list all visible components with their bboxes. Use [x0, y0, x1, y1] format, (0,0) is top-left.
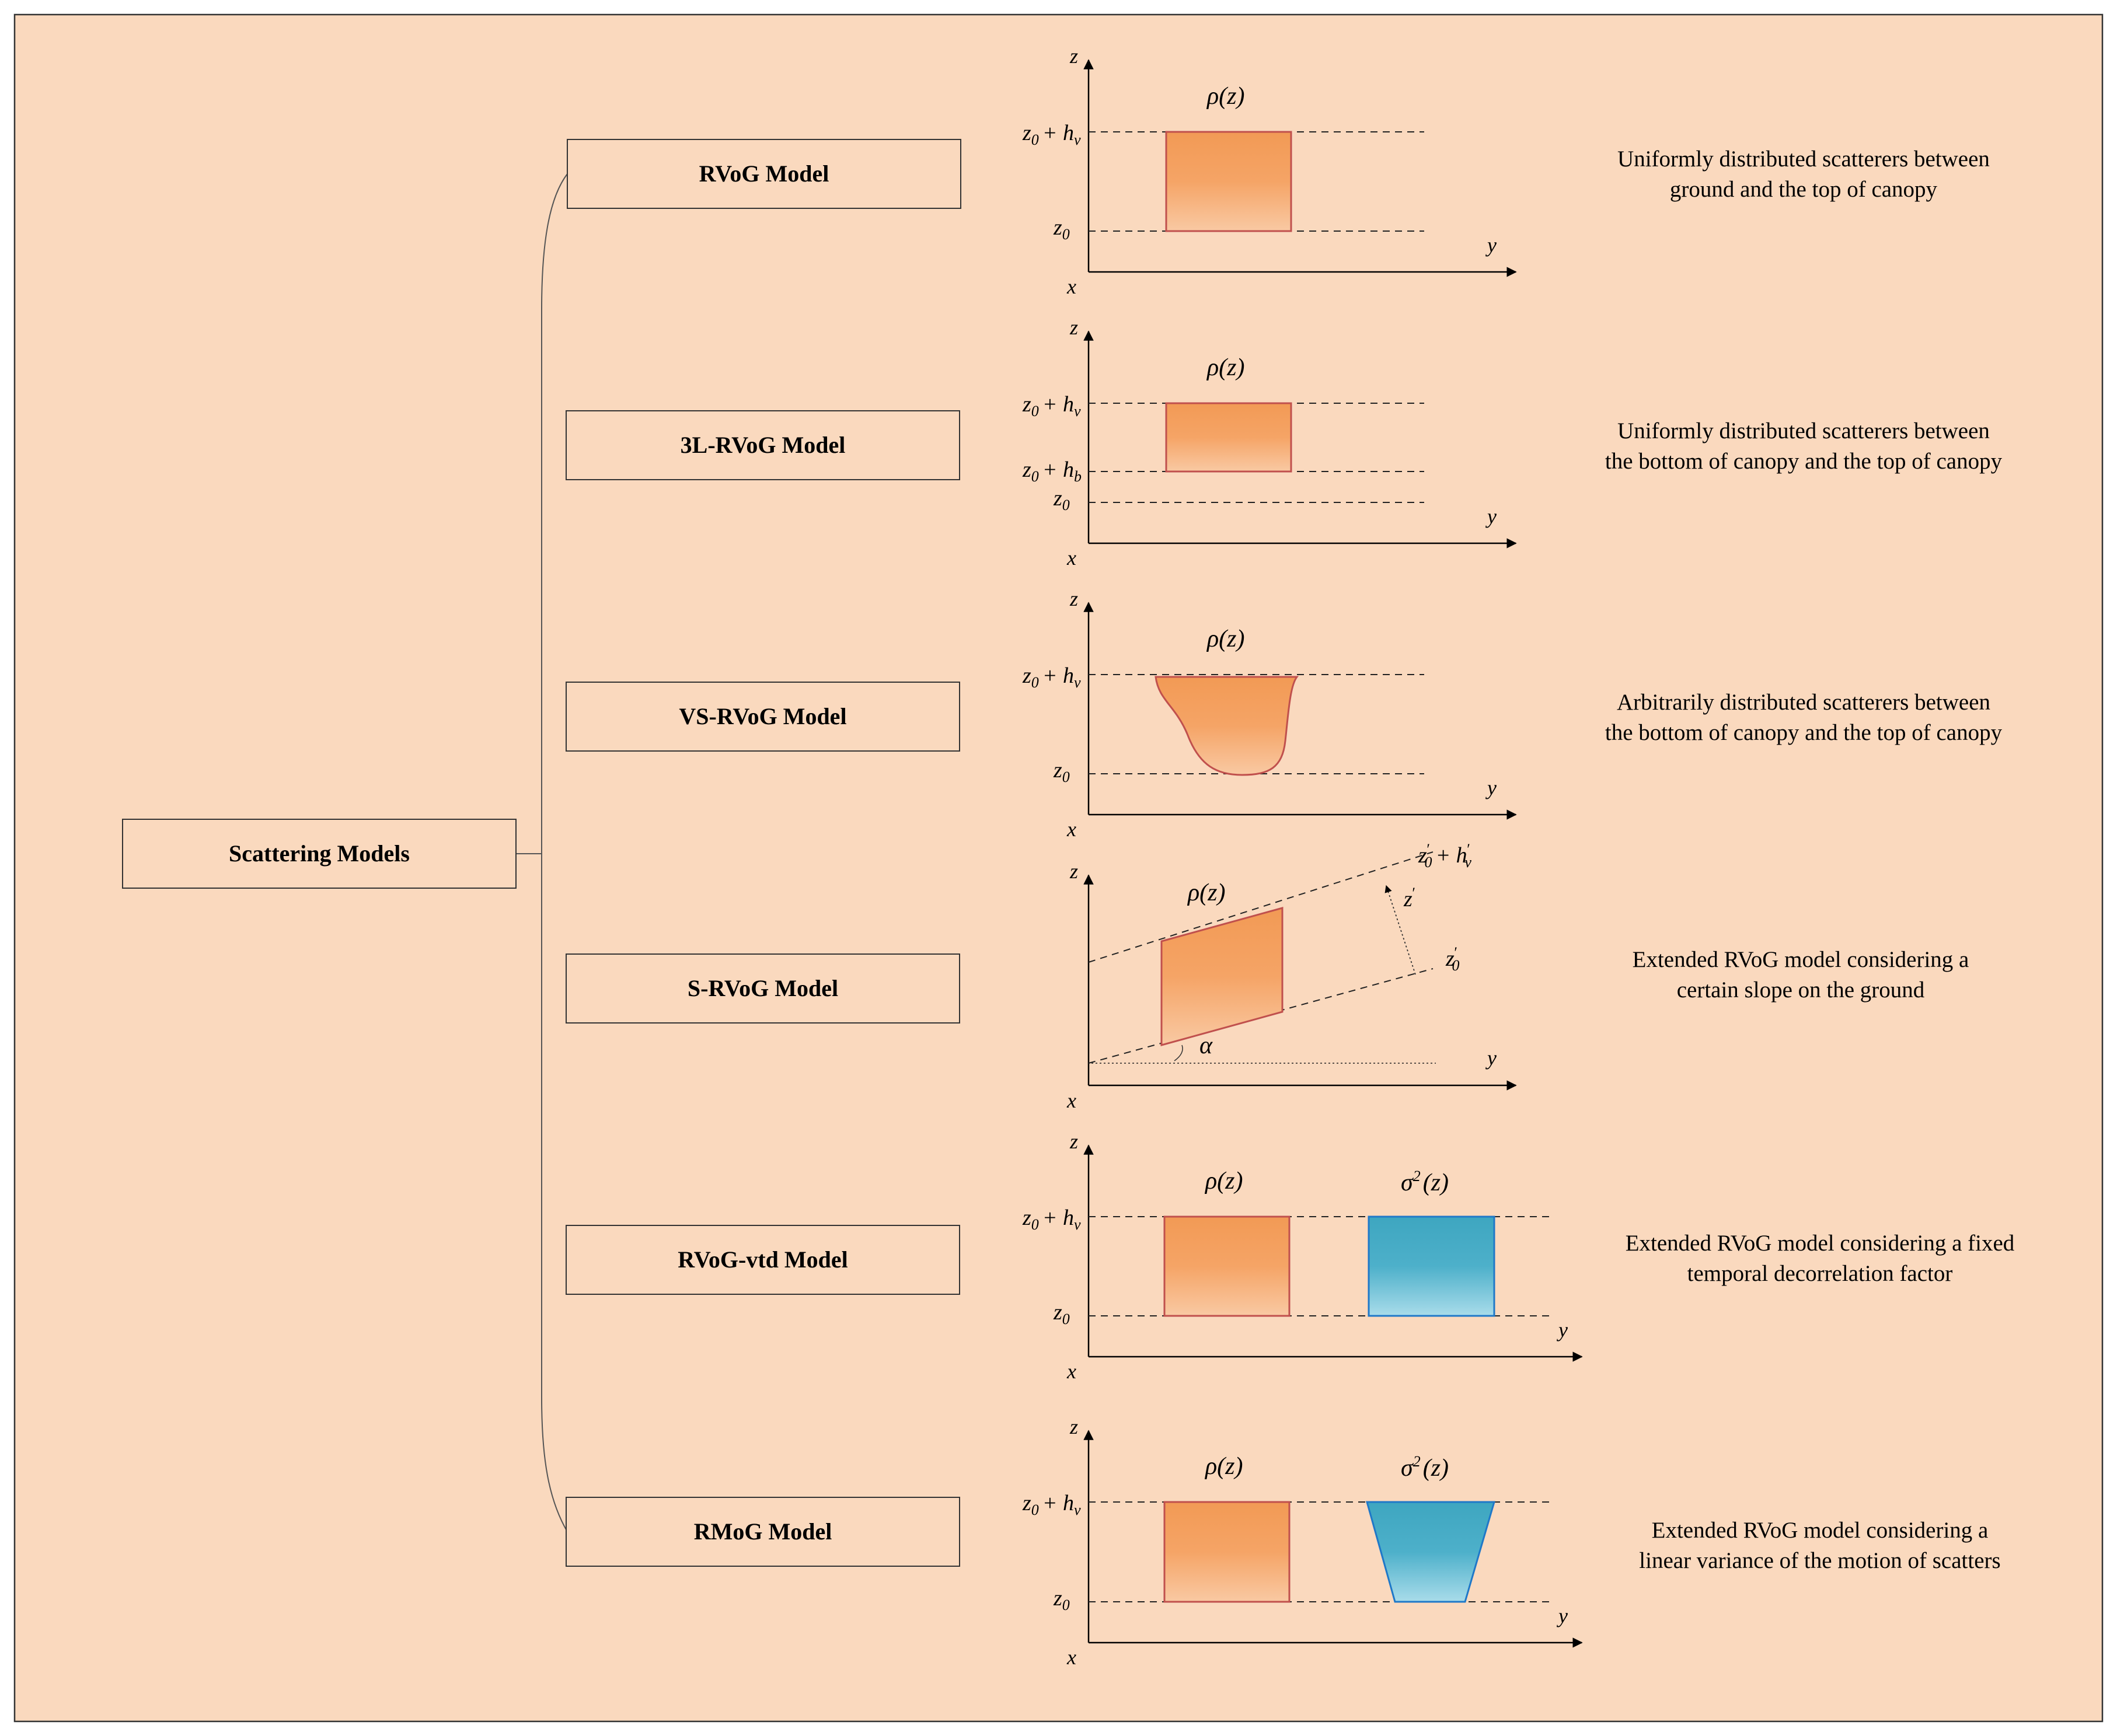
- description-line: the bottom of canopy and the top of cano…: [1605, 449, 2003, 474]
- rotated-z-axis-label: z′: [1403, 885, 1415, 911]
- variance-profile-fixed: [1368, 1215, 1495, 1317]
- x-axis-label: x: [1066, 1646, 1076, 1669]
- root-label: Scattering Models: [229, 840, 410, 867]
- sigma-label: σ2(z): [1401, 1168, 1449, 1196]
- model-node-vs-rvog[interactable]: VS-RVoG Model: [566, 682, 960, 752]
- canopy-top-label: z0 + hv: [1022, 1491, 1081, 1518]
- model-node-rmog[interactable]: RMoG Model: [566, 1497, 960, 1567]
- y-axis-label: y: [1557, 1318, 1568, 1342]
- description-line: linear variance of the motion of scatter…: [1639, 1548, 2000, 1573]
- ground-level-label: z0: [1053, 758, 1070, 785]
- y-axis-label: y: [1557, 1604, 1568, 1627]
- y-axis-label: y: [1485, 1046, 1497, 1070]
- density-profile-uniform: [1165, 131, 1292, 232]
- z-axis-label: z: [1069, 1415, 1078, 1438]
- density-profile-layer: [1165, 402, 1292, 473]
- rho-label: ρ(z): [1204, 1168, 1243, 1194]
- description-line: Extended RVoG model considering a: [1652, 1518, 1989, 1543]
- x-axis-label: x: [1066, 818, 1076, 841]
- rho-label: ρ(z): [1206, 626, 1244, 652]
- rho-label: ρ(z): [1206, 354, 1244, 381]
- diagram-vs-rvog: z y x ρ(z) z0 + hv z0: [1022, 587, 1517, 841]
- description-line: Arbitrarily distributed scatterers betwe…: [1617, 690, 1990, 715]
- slope-angle-label: α: [1199, 1032, 1213, 1059]
- description-line: Uniformly distributed scatterers between: [1617, 418, 1990, 443]
- variance-profile-linear: [1366, 1501, 1496, 1603]
- model-label: VS-RVoG Model: [679, 703, 846, 729]
- diagram-3l-rvog: z y x ρ(z) z0 + hv z0 + hb z0: [1022, 316, 1517, 570]
- model-label: RVoG-vtd Model: [678, 1246, 848, 1273]
- description-line: Uniformly distributed scatterers between: [1617, 146, 1990, 172]
- density-profile-sloped: [1160, 907, 1284, 1046]
- model-description-rvog-vtd: Extended RVoG model considering a fixed …: [1626, 1231, 2015, 1286]
- x-axis-label: x: [1066, 1360, 1076, 1383]
- ground-level-label: z0: [1053, 215, 1070, 243]
- z-axis-label: z: [1069, 1130, 1078, 1153]
- model-description-3l-rvog: Uniformly distributed scatterers between…: [1605, 418, 2003, 474]
- canopy-top-label: z0 + hv: [1022, 663, 1081, 691]
- ground-level-label: z0: [1053, 1586, 1070, 1613]
- x-axis-label: x: [1066, 546, 1076, 570]
- model-description-rvog: Uniformly distributed scatterers between…: [1617, 146, 1990, 202]
- canopy-top-label: z0 + hv: [1022, 121, 1081, 148]
- model-node-rvog-vtd[interactable]: RVoG-vtd Model: [566, 1225, 960, 1295]
- x-axis-label: x: [1066, 1089, 1076, 1112]
- rho-label: ρ(z): [1204, 1453, 1243, 1480]
- model-node-3l-rvog[interactable]: 3L-RVoG Model: [566, 410, 960, 480]
- description-line: Extended RVoG model considering a fixed: [1626, 1231, 2015, 1256]
- rotated-canopy-top-label: z′ 0 + h′ v: [1418, 841, 1471, 871]
- diagram-rmog: z y x ρ(z) σ2(z) z0 + hv z0: [1022, 1415, 1583, 1669]
- density-profile-uniform: [1163, 1501, 1291, 1603]
- model-node-s-rvog[interactable]: S-RVoG Model: [566, 953, 960, 1024]
- description-line: temporal decorrelation factor: [1687, 1261, 1953, 1286]
- model-label: S-RVoG Model: [688, 975, 838, 1001]
- model-description-s-rvog: Extended RVoG model considering a certai…: [1633, 947, 1969, 1003]
- description-line: the bottom of canopy and the top of cano…: [1605, 720, 2003, 745]
- z-axis-label: z: [1069, 587, 1078, 610]
- rho-label: ρ(z): [1206, 83, 1244, 110]
- y-axis-label: y: [1485, 776, 1497, 799]
- ground-level-label: z0: [1053, 486, 1070, 514]
- z-axis-label: z: [1069, 316, 1078, 339]
- model-node-rvog[interactable]: RVoG Model: [567, 139, 961, 209]
- rho-label: ρ(z): [1187, 879, 1225, 906]
- density-profile-arbitrary: [1155, 676, 1299, 776]
- canopy-bottom-label: z0 + hb: [1022, 457, 1082, 485]
- x-axis-label: x: [1066, 275, 1076, 298]
- description-line: certain slope on the ground: [1677, 977, 1925, 1003]
- model-description-vs-rvog: Arbitrarily distributed scatterers betwe…: [1605, 690, 2003, 745]
- model-label: 3L-RVoG Model: [681, 432, 846, 458]
- canopy-top-label: z0 + hv: [1022, 392, 1081, 420]
- description-line: ground and the top of canopy: [1670, 177, 1938, 202]
- z-axis-label: z: [1069, 44, 1078, 68]
- y-axis-label: y: [1485, 505, 1497, 528]
- diagram-s-rvog: z y x ρ(z) α z′ z′ 0 z′ 0 + h′ v: [1066, 841, 1517, 1112]
- sigma-label: σ2(z): [1401, 1453, 1449, 1482]
- root-node[interactable]: Scattering Models: [122, 819, 517, 889]
- description-line: Extended RVoG model considering a: [1633, 947, 1969, 972]
- tree-connectors: [516, 173, 568, 1532]
- diagram-rvog: z y x ρ(z) z0 + hv z0: [1022, 44, 1517, 298]
- canopy-top-label: z0 + hv: [1022, 1206, 1081, 1233]
- y-axis-label: y: [1485, 233, 1497, 257]
- density-profile-uniform: [1163, 1215, 1291, 1317]
- model-description-rmog: Extended RVoG model considering a linear…: [1639, 1518, 2000, 1573]
- z-axis-label: z: [1069, 860, 1078, 883]
- ground-level-label: z0: [1053, 1300, 1070, 1328]
- model-label: RVoG Model: [699, 160, 829, 187]
- diagram-rvog-vtd: z y x ρ(z) σ2(z) z0 + hv z0: [1022, 1130, 1583, 1383]
- rotated-ground-label: z′ 0: [1445, 944, 1459, 974]
- model-label: RMoG Model: [694, 1518, 832, 1545]
